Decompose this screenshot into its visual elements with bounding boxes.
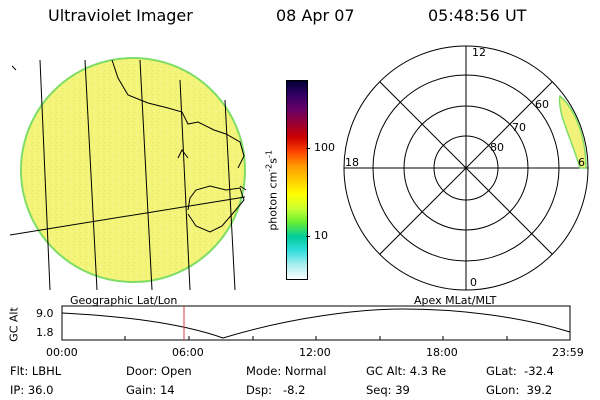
altitude-ylabel: GC Alt — [7, 307, 21, 342]
coastline — [239, 185, 247, 191]
earth-disk-image — [9, 57, 247, 291]
time-label: 05:48:56 UT — [428, 6, 527, 25]
colorbar-tick — [306, 236, 310, 237]
meridian-line — [224, 99, 236, 291]
mlt-label-18: 18 — [345, 156, 359, 169]
coastline — [177, 149, 189, 159]
meridian-line — [84, 59, 98, 291]
mlt-label-0: 0 — [470, 276, 477, 289]
door-info: Door: Open — [126, 364, 192, 378]
colorbar-tick-label: 100 — [314, 141, 335, 154]
altitude-frame — [61, 305, 571, 341]
colorbar-label: photon cm-2s-1 — [264, 150, 280, 231]
filter-info: Flt: LBHL — [10, 364, 62, 378]
seq-info: Seq: 39 — [366, 383, 410, 397]
apex-label: Apex MLat/MLT — [414, 294, 497, 307]
colorbar — [286, 80, 308, 280]
mlat-label-70: 70 — [512, 121, 526, 134]
altitude-xtick: 06:00 — [172, 346, 204, 359]
glat-info: GLat: -32.4 — [486, 364, 554, 378]
geographic-label: Geographic Lat/Lon — [70, 294, 178, 307]
coastline — [187, 185, 245, 233]
gain-info: Gain: 14 — [126, 383, 175, 397]
meridian-line — [179, 79, 191, 291]
instrument-title: Ultraviolet Imager — [48, 6, 193, 25]
latitude-line — [9, 196, 246, 236]
altitude-xtick: 00:00 — [46, 346, 78, 359]
mlat-label-80: 80 — [490, 141, 504, 154]
altitude-curve — [61, 308, 571, 339]
gc-alt-info: GC Alt: 4.3 Re — [366, 364, 447, 378]
dsp-info: Dsp: -8.2 — [246, 383, 306, 397]
earth-disk — [20, 57, 246, 283]
polar-plot — [343, 45, 589, 291]
meridian-line — [39, 59, 51, 291]
altitude-xtick: 23:59 — [552, 346, 584, 359]
mlt-diagonal — [379, 81, 553, 255]
ip-info: IP: 36.0 — [10, 383, 54, 397]
altitude-xtick: 18:00 — [426, 346, 458, 359]
altitude-plot — [61, 305, 571, 341]
meridian-line — [139, 59, 153, 291]
mlt-label-6: 6 — [578, 156, 585, 169]
auroral-emission — [558, 94, 587, 169]
mlt-label-12: 12 — [472, 46, 486, 59]
altitude-xtick: 12:00 — [299, 346, 331, 359]
coastline — [11, 65, 17, 71]
coastline — [111, 59, 245, 169]
date-label: 08 Apr 07 — [276, 6, 355, 25]
mlat-label-60: 60 — [535, 98, 549, 111]
altitude-ytick: 1.8 — [36, 326, 54, 339]
colorbar-tick-label: 10 — [314, 229, 328, 242]
altitude-ytick: 9.0 — [36, 307, 54, 320]
colorbar-tick — [306, 148, 310, 149]
glon-info: GLon: 39.2 — [486, 383, 553, 397]
mode-info: Mode: Normal — [246, 364, 327, 378]
